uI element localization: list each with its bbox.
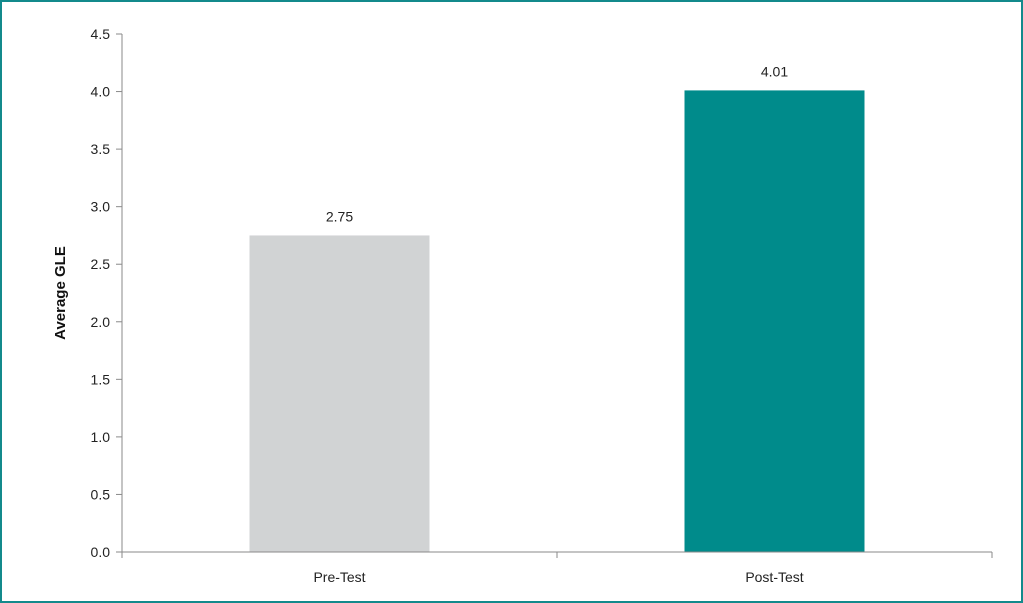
y-tick-label: 3.5 (91, 141, 111, 157)
x-axis-labels: Pre-Test Post-Test (313, 569, 803, 585)
bar-post-test (684, 90, 865, 552)
data-labels: 2.75 4.01 (326, 63, 788, 224)
bars (249, 90, 865, 552)
y-tick-label: 4.0 (91, 84, 111, 100)
x-axis-ticks (121, 552, 993, 558)
y-tick-label: 2.0 (91, 314, 111, 330)
y-tick-label: 0.5 (91, 486, 111, 502)
data-label: 4.01 (761, 63, 788, 79)
x-category-label: Post-Test (745, 569, 803, 585)
y-tick-label: 4.5 (91, 26, 111, 42)
y-axis-title: Average GLE (52, 246, 69, 340)
y-tick-label: 2.5 (91, 256, 111, 272)
y-tick-label: 1.5 (91, 371, 111, 387)
y-tick-label: 3.0 (91, 199, 111, 215)
y-tick-label: 1.0 (91, 429, 111, 445)
data-label: 2.75 (326, 208, 353, 224)
y-tick-label: 0.0 (91, 544, 111, 560)
y-axis-ticks: 0.0 0.5 1.0 1.5 2.0 2.5 3.0 3.5 4.0 4.5 (91, 26, 122, 560)
x-category-label: Pre-Test (313, 569, 365, 585)
bar-pre-test (249, 235, 430, 552)
